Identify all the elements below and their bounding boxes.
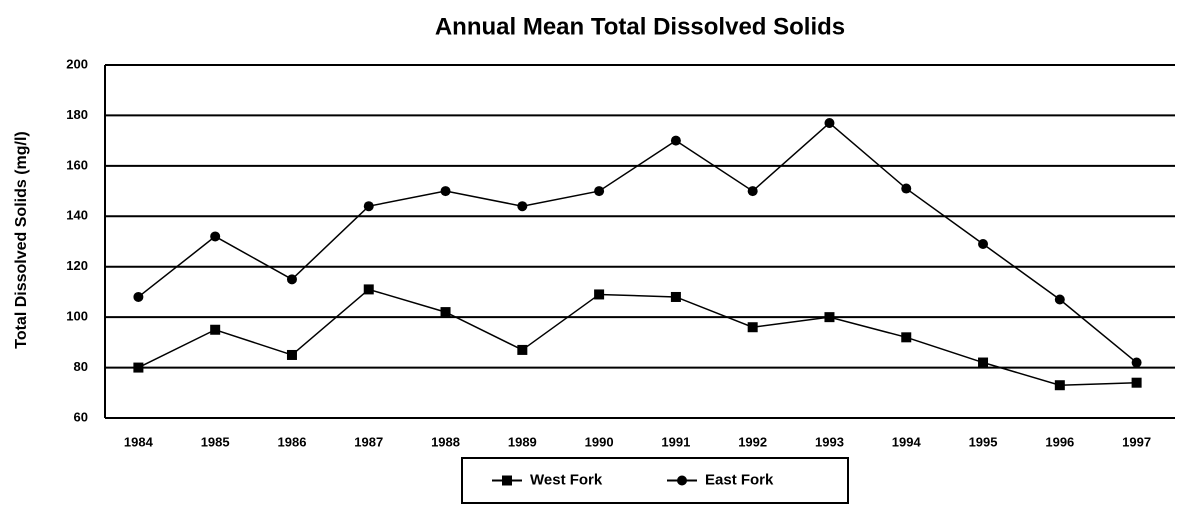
data-point — [747, 186, 758, 197]
data-point — [133, 291, 144, 302]
x-tick-label: 1992 — [738, 434, 767, 449]
data-point — [978, 357, 989, 368]
y-tick-label: 180 — [66, 107, 88, 122]
x-tick-label: 1991 — [661, 434, 690, 449]
x-tick-label: 1984 — [124, 434, 154, 449]
chart-title: Annual Mean Total Dissolved Solids — [435, 13, 845, 40]
data-point — [1131, 357, 1142, 368]
x-tick-label: 1986 — [278, 434, 307, 449]
x-tick-label: 1997 — [1122, 434, 1151, 449]
data-point — [978, 239, 989, 250]
series-line — [137, 121, 1138, 364]
data-point — [440, 186, 451, 197]
data-point — [824, 312, 835, 323]
data-point — [286, 274, 297, 285]
data-point — [594, 186, 605, 197]
data-point — [824, 117, 835, 128]
data-point — [1054, 294, 1065, 305]
x-tick-label: 1985 — [201, 434, 230, 449]
data-point — [363, 284, 374, 295]
y-axis-label: Total Dissolved Solids (mg/l) — [13, 131, 30, 349]
x-tick-label: 1994 — [892, 434, 922, 449]
data-point — [440, 307, 451, 318]
data-point — [1131, 377, 1142, 388]
y-tick-label: 140 — [66, 208, 88, 223]
legend-marker — [502, 475, 512, 486]
data-point — [594, 289, 605, 300]
data-point — [133, 362, 144, 373]
data-point — [901, 183, 912, 194]
y-tick-label: 120 — [66, 258, 88, 273]
x-tick-label: 1987 — [354, 434, 383, 449]
data-point — [747, 322, 758, 333]
x-tick-label: 1989 — [508, 434, 537, 449]
data-point — [1054, 380, 1065, 391]
legend-box — [461, 457, 849, 504]
series-line — [138, 288, 1137, 386]
data-point — [210, 324, 221, 335]
data-point — [517, 344, 528, 355]
data-point — [517, 201, 528, 212]
data-point — [363, 201, 374, 212]
data-point — [670, 135, 681, 146]
y-tick-label: 160 — [66, 157, 88, 172]
y-tick-label: 100 — [66, 309, 88, 324]
x-tick-label: 1990 — [585, 434, 614, 449]
x-tick-label: 1993 — [815, 434, 844, 449]
data-point — [670, 291, 681, 302]
y-tick-label: 200 — [66, 56, 88, 71]
legend-label: West Fork — [530, 471, 603, 488]
y-tick-label: 80 — [74, 359, 88, 374]
x-tick-label: 1995 — [969, 434, 998, 449]
x-tick-label: 1996 — [1045, 434, 1074, 449]
y-tick-label: 60 — [74, 409, 88, 424]
legend-label: East Fork — [705, 471, 774, 488]
x-tick-label: 1988 — [431, 434, 460, 449]
data-point — [210, 231, 221, 242]
data-point — [286, 349, 297, 360]
data-point — [901, 332, 912, 343]
legend-marker — [677, 475, 687, 486]
